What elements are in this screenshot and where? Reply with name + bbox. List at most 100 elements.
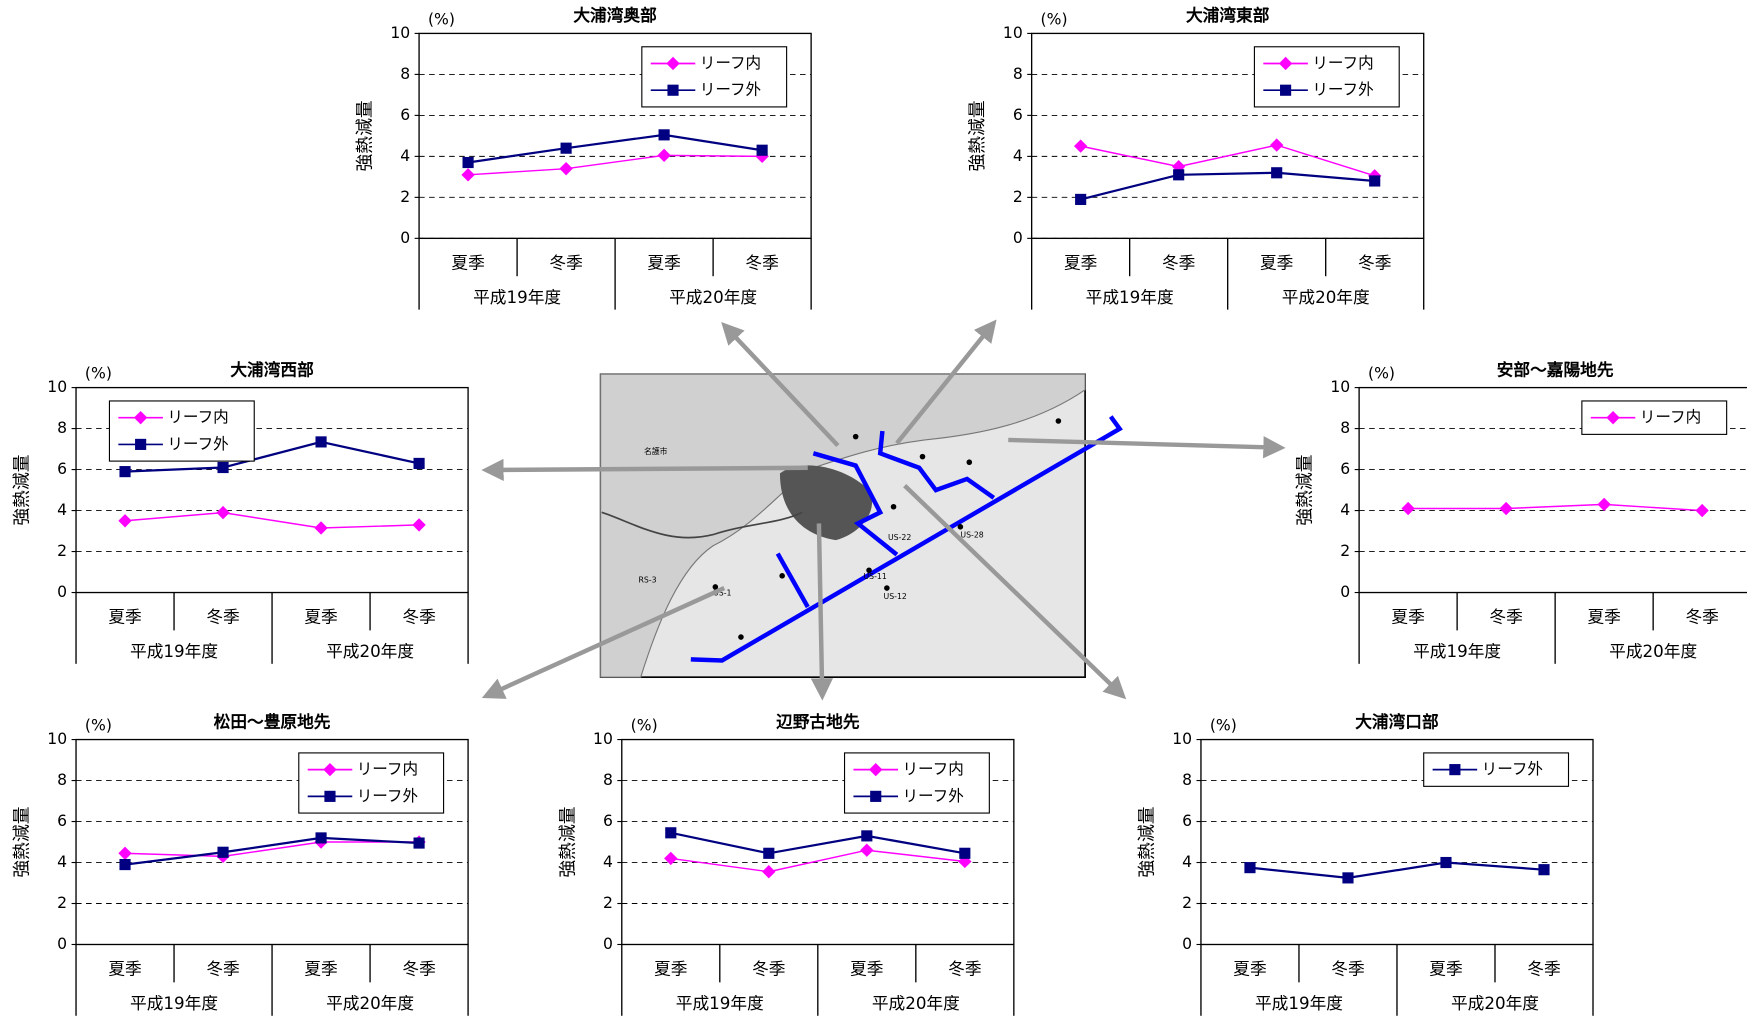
marker: [1244, 862, 1255, 873]
chart: 大浦湾西部(%)強熱減量0246810夏季冬季夏季冬季平成19年度平成20年度リ…: [12, 359, 469, 663]
marker: [414, 837, 425, 848]
y-tick-label: 0: [1013, 229, 1023, 247]
x-group-label: 平成19年度: [676, 993, 764, 1013]
map-label: US-12: [884, 592, 907, 601]
x-tick-label: 冬季: [402, 607, 436, 627]
x-tick-label: 冬季: [549, 252, 583, 272]
legend-marker: [135, 439, 146, 450]
series-line: [468, 135, 762, 163]
chart: 松田～豊原地先(%)強熱減量0246810夏季冬季夏季冬季平成19年度平成20年…: [12, 711, 469, 1015]
map-label: 名護市: [644, 446, 668, 456]
y-tick-label: 10: [1003, 24, 1023, 42]
x-tick-label: 冬季: [1331, 959, 1365, 979]
x-group-label: 平成20年度: [669, 287, 757, 307]
y-unit: (%): [85, 365, 112, 383]
x-tick-label: 夏季: [850, 959, 884, 979]
y-tick-label: 6: [57, 460, 67, 478]
marker: [1074, 139, 1087, 152]
y-tick-label: 0: [603, 935, 613, 953]
legend-label: リーフ外: [167, 435, 229, 453]
marker: [118, 514, 131, 527]
chart: 大浦湾口部(%)強熱減量0246810夏季冬季夏季冬季平成19年度平成20年度リ…: [1136, 711, 1593, 1015]
marker: [959, 848, 970, 859]
y-tick-label: 10: [47, 378, 67, 396]
marker: [315, 832, 326, 843]
marker: [315, 436, 326, 447]
y-tick-label: 6: [1340, 460, 1350, 478]
y-tick-label: 0: [1340, 583, 1350, 601]
x-tick-label: 冬季: [402, 959, 436, 979]
y-unit: (%): [631, 717, 658, 735]
y-tick-label: 2: [400, 188, 410, 206]
marker: [763, 848, 774, 859]
y-tick-label: 8: [603, 771, 613, 789]
marker: [561, 143, 572, 154]
marker: [314, 521, 327, 534]
series-line: [671, 850, 965, 872]
marker: [1695, 504, 1708, 517]
marker: [463, 157, 474, 168]
y-axis-label: 強熱減量: [1295, 454, 1316, 525]
legend-label: リーフ外: [1482, 760, 1544, 778]
legend-label: リーフ内: [357, 760, 418, 778]
map-label: US-22: [888, 533, 911, 542]
chart: 辺野古地先(%)強熱減量0246810夏季冬季夏季冬季平成19年度平成20年度リ…: [557, 711, 1014, 1015]
x-group-label: 平成19年度: [1086, 287, 1174, 307]
x-tick-label: 夏季: [304, 607, 338, 627]
y-tick-label: 0: [1182, 935, 1192, 953]
x-tick-label: 夏季: [1391, 607, 1425, 627]
chart-title: 大浦湾口部: [1355, 711, 1439, 731]
marker: [1075, 194, 1086, 205]
series-line: [1081, 145, 1375, 176]
y-tick-label: 0: [57, 583, 67, 601]
y-tick-label: 6: [400, 106, 410, 124]
x-tick-label: 夏季: [1064, 252, 1098, 272]
map-label: RS-3: [638, 575, 656, 584]
x-group-label: 平成20年度: [872, 993, 960, 1013]
legend-label: リーフ内: [167, 408, 228, 426]
y-tick-label: 4: [57, 853, 67, 871]
x-tick-label: 夏季: [1233, 959, 1267, 979]
x-tick-label: 冬季: [1685, 607, 1719, 627]
x-tick-label: 夏季: [654, 959, 688, 979]
y-tick-label: 2: [603, 894, 613, 912]
legend-marker: [324, 791, 335, 802]
y-tick-label: 4: [1182, 853, 1192, 871]
marker: [1173, 169, 1184, 180]
y-tick-label: 2: [57, 542, 67, 560]
marker: [216, 506, 229, 519]
y-tick-label: 8: [1340, 419, 1350, 437]
marker: [1499, 502, 1512, 515]
x-tick-label: 冬季: [1162, 252, 1196, 272]
legend-label: リーフ内: [1312, 54, 1373, 72]
y-tick-label: 4: [400, 147, 410, 165]
x-tick-label: 冬季: [206, 959, 240, 979]
marker: [1401, 502, 1414, 515]
series-line: [1408, 504, 1702, 510]
y-axis-label: 強熱減量: [355, 100, 376, 171]
x-group-label: 平成19年度: [130, 993, 218, 1013]
y-tick-label: 8: [57, 419, 67, 437]
chart-title: 大浦湾奥部: [573, 5, 657, 25]
y-tick-label: 6: [1182, 812, 1192, 830]
y-tick-label: 6: [1013, 106, 1023, 124]
x-tick-label: 夏季: [108, 959, 142, 979]
chart-title: 大浦湾西部: [230, 359, 314, 379]
y-axis-label: 強熱減量: [12, 806, 33, 877]
marker: [461, 168, 474, 181]
y-tick-label: 4: [1013, 147, 1023, 165]
x-tick-label: 夏季: [451, 252, 485, 272]
x-tick-label: 冬季: [1358, 252, 1392, 272]
y-axis-label: 強熱減量: [12, 454, 33, 525]
marker: [657, 149, 670, 162]
series-line: [1081, 173, 1375, 200]
legend-label: リーフ外: [1312, 81, 1374, 99]
y-tick-label: 8: [1182, 771, 1192, 789]
marker: [217, 462, 228, 473]
y-tick-label: 6: [603, 812, 613, 830]
y-tick-label: 2: [1013, 188, 1023, 206]
series-line: [125, 513, 419, 528]
y-unit: (%): [85, 717, 112, 735]
series-line: [1250, 863, 1544, 878]
legend-marker: [1280, 85, 1291, 96]
